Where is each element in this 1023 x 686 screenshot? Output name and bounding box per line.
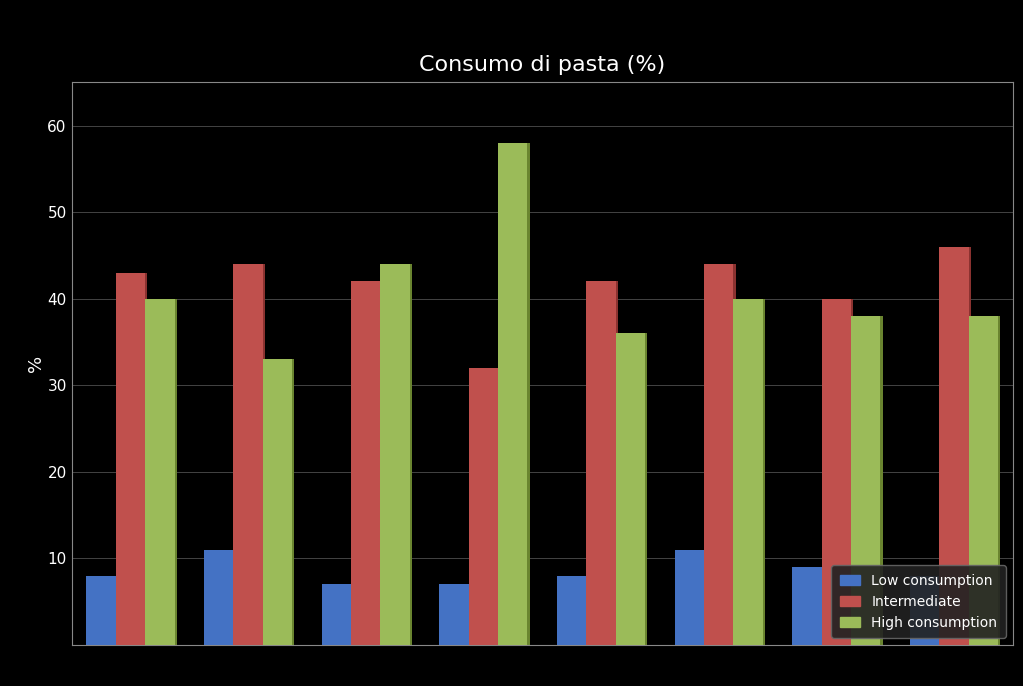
Bar <box>674 549 704 645</box>
Bar <box>733 298 763 645</box>
Bar <box>878 316 883 645</box>
Bar <box>116 273 145 645</box>
Bar <box>584 576 588 645</box>
Bar <box>233 264 263 645</box>
Bar <box>172 298 177 645</box>
Bar <box>143 273 147 645</box>
Bar <box>204 549 233 645</box>
Bar <box>496 368 500 645</box>
Bar <box>586 281 616 645</box>
Bar <box>760 298 765 645</box>
Bar <box>525 143 530 645</box>
Bar <box>821 298 851 645</box>
Bar <box>439 584 469 645</box>
Bar <box>263 359 293 645</box>
Bar <box>349 584 353 645</box>
Bar <box>379 281 383 645</box>
Bar <box>407 264 412 645</box>
Bar <box>321 584 351 645</box>
Bar <box>642 333 648 645</box>
Bar <box>145 298 175 645</box>
Bar <box>381 264 410 645</box>
Bar <box>498 143 528 645</box>
Bar <box>995 316 1000 645</box>
Bar <box>557 576 586 645</box>
Bar <box>937 576 941 645</box>
Bar <box>114 576 118 645</box>
Title: Consumo di pasta (%): Consumo di pasta (%) <box>419 55 665 75</box>
Bar <box>290 359 295 645</box>
Bar <box>967 247 971 645</box>
Bar <box>851 316 881 645</box>
Bar <box>969 316 998 645</box>
Bar <box>702 549 706 645</box>
Bar <box>351 281 381 645</box>
Bar <box>731 264 736 645</box>
Bar <box>939 247 969 645</box>
Legend: Low consumption, Intermediate, High consumption: Low consumption, Intermediate, High cons… <box>832 565 1006 638</box>
Bar <box>469 368 498 645</box>
Bar <box>792 567 821 645</box>
Y-axis label: %: % <box>27 355 45 372</box>
Bar <box>849 298 853 645</box>
Bar <box>909 576 939 645</box>
Bar <box>614 281 618 645</box>
Bar <box>231 549 235 645</box>
Bar <box>616 333 646 645</box>
Bar <box>819 567 824 645</box>
Bar <box>466 584 471 645</box>
Bar <box>86 576 116 645</box>
Bar <box>261 264 265 645</box>
Bar <box>704 264 733 645</box>
